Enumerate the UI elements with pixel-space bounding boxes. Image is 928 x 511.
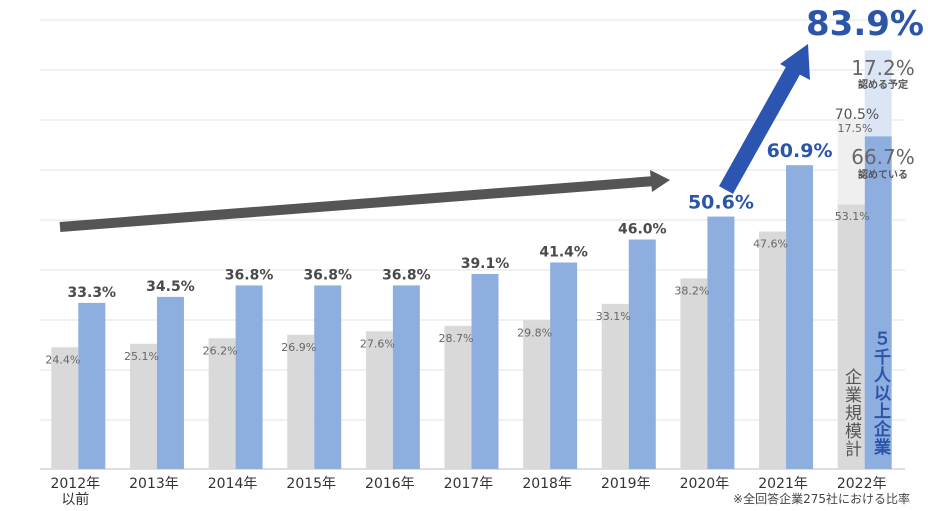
bar-large-companies (707, 216, 735, 469)
series-label-large-companies: ５千人以上企業 (870, 330, 890, 456)
bar-all-companies (759, 231, 787, 469)
series-label-all-companies: 企業規模計 (841, 368, 861, 458)
footnote: ※全回答企業275社における比率 (733, 492, 910, 506)
data-label-all-companies: 33.1% (596, 310, 631, 323)
x-tick-label: 2020年 (680, 476, 730, 492)
data-label-all-companies: 24.4% (45, 353, 80, 366)
x-tick-label: 2021年 (758, 476, 808, 492)
data-label-large-companies: 36.8% (382, 267, 431, 283)
x-tick-label: 2019年 (601, 476, 651, 492)
trend-arrow-head (650, 170, 670, 192)
bar-large-companies (156, 296, 184, 469)
x-tick-label: 2012年 (50, 476, 100, 492)
annotation-planned: 認める予定 (858, 78, 908, 91)
data-label-all-companies: 26.2% (203, 344, 238, 357)
x-tick-label: 2013年 (129, 476, 179, 492)
bar-all-companies (129, 343, 157, 469)
bar-large-companies-planned (864, 50, 892, 137)
bar-all-companies (287, 334, 315, 469)
x-tick-label: 2014年 (208, 476, 258, 492)
bar-large-companies (235, 285, 263, 469)
data-label-all-companies: 47.6% (753, 238, 788, 251)
data-label-large-companies: 36.8% (225, 267, 274, 283)
bar-all-companies (523, 320, 551, 469)
bar-large-companies (78, 302, 106, 469)
x-tick-label: 2016年 (365, 476, 415, 492)
data-label-large-companies: 41.4% (539, 244, 588, 260)
bar-all-companies (444, 325, 472, 469)
x-tick-label: 2017年 (444, 476, 494, 492)
bar-large-companies (864, 136, 892, 470)
trend-arrow-shaft (59, 176, 656, 232)
data-label-large-allowed: 66.7% (851, 145, 915, 169)
bar-all-companies (837, 204, 865, 469)
bar-all-companies (680, 278, 708, 469)
data-label-all-total: 70.5% (835, 107, 879, 123)
bar-all-companies-planned (837, 117, 865, 205)
x-tick-label: 2018年 (522, 476, 572, 492)
bar-all-companies (208, 338, 236, 469)
growth-arrow-shaft (719, 63, 802, 194)
data-label-all-companies: 28.7% (439, 332, 474, 345)
bar-all-companies (365, 331, 393, 469)
data-label-all-companies: 53.1% (835, 210, 870, 223)
data-label-all-companies: 26.9% (281, 341, 316, 354)
bar-all-companies (51, 347, 79, 469)
bar-large-companies (786, 165, 814, 469)
data-label-all-companies: 29.8% (517, 326, 552, 339)
data-label-all-companies: 27.6% (360, 337, 395, 350)
data-label-large-companies: 60.9% (767, 140, 833, 162)
bar-all-companies (601, 303, 629, 469)
x-tick-label: 2022年 (837, 476, 887, 492)
data-label-large-companies: 36.8% (303, 267, 352, 283)
data-label-large-companies: 46.0% (618, 222, 667, 238)
bar-large-companies (471, 273, 499, 469)
data-label-all-companies: 38.2% (674, 284, 709, 297)
bar-large-companies (628, 239, 656, 469)
data-label-large-companies: 50.6% (688, 192, 754, 214)
annotation-allowed: 認めている (858, 168, 908, 181)
growth-arrow-head (780, 44, 810, 80)
data-label-large-total: 83.9% (806, 4, 924, 44)
x-tick-label: 2015年 (286, 476, 336, 492)
data-label-large-companies: 33.3% (68, 285, 117, 301)
bar-large-companies (314, 285, 342, 469)
bar-large-companies (392, 285, 420, 469)
data-label-large-companies: 34.5% (146, 279, 195, 295)
bar-large-companies (550, 262, 578, 469)
data-label-large-companies: 39.1% (461, 256, 510, 272)
x-tick-label: 以前 (61, 491, 89, 508)
data-label-all-companies: 25.1% (124, 350, 159, 363)
data-label-all-planned: 17.5% (838, 122, 873, 135)
data-label-large-planned: 17.2% (851, 56, 915, 80)
